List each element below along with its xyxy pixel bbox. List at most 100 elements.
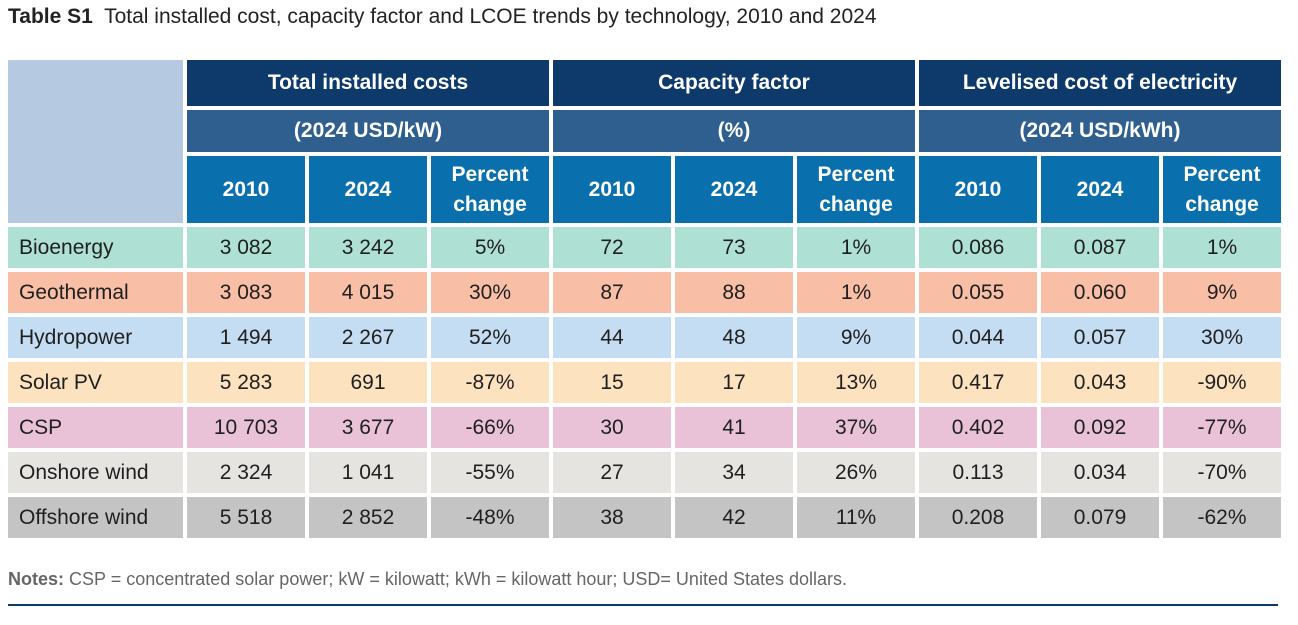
table-caption: Total installed cost, capacity factor an… <box>104 5 877 28</box>
column-header: 2024 <box>309 156 427 223</box>
technology-cell: Hydropower <box>8 317 183 358</box>
notes: Notes: CSP = concentrated solar power; k… <box>8 569 847 590</box>
value-cell: -70% <box>1163 452 1281 493</box>
value-cell: 5 518 <box>187 497 305 538</box>
value-cell: 44 <box>553 317 671 358</box>
value-cell: 48 <box>675 317 793 358</box>
value-cell: 4 015 <box>309 272 427 313</box>
notes-label: Notes: <box>8 569 65 589</box>
value-cell: -62% <box>1163 497 1281 538</box>
table-row: Hydropower 1 494 2 267 52% 44 48 9% 0.044 0.057 3… <box>8 317 1281 358</box>
column-header: Percent change <box>797 156 915 223</box>
value-cell: 3 083 <box>187 272 305 313</box>
value-cell: 17 <box>675 362 793 403</box>
technology-cell: Solar PV <box>8 362 183 403</box>
table-row: Onshore wind 2 324 1 041 -55% 27 34 26% 0.113 0.… <box>8 452 1281 493</box>
value-cell: 37% <box>797 407 915 448</box>
value-cell: 52% <box>431 317 549 358</box>
value-cell: 30% <box>431 272 549 313</box>
value-cell: 13% <box>797 362 915 403</box>
technology-cell: Bioenergy <box>8 227 183 268</box>
value-cell: 15 <box>553 362 671 403</box>
column-header: Percent change <box>431 156 549 223</box>
technology-cell: Offshore wind <box>8 497 183 538</box>
value-cell: 1 494 <box>187 317 305 358</box>
value-cell: -66% <box>431 407 549 448</box>
header-corner <box>8 60 183 223</box>
unit-header: (2024 USD/kWh) <box>919 110 1281 152</box>
value-cell: 2 852 <box>309 497 427 538</box>
value-cell: -77% <box>1163 407 1281 448</box>
value-cell: 1% <box>797 272 915 313</box>
value-cell: 0.079 <box>1041 497 1159 538</box>
group-header: Total installed costs <box>187 60 549 106</box>
value-cell: 87 <box>553 272 671 313</box>
value-cell: 1% <box>797 227 915 268</box>
value-cell: 0.057 <box>1041 317 1159 358</box>
technology-cell: Onshore wind <box>8 452 183 493</box>
table-title: Table S1 Total installed cost, capacity … <box>8 5 877 29</box>
value-cell: 38 <box>553 497 671 538</box>
value-cell: 5 283 <box>187 362 305 403</box>
value-cell: 10 703 <box>187 407 305 448</box>
notes-text: CSP = concentrated solar power; kW = kil… <box>64 569 848 589</box>
column-header: 2010 <box>919 156 1037 223</box>
value-cell: 0.113 <box>919 452 1037 493</box>
value-cell: 0.043 <box>1041 362 1159 403</box>
value-cell: 2 324 <box>187 452 305 493</box>
value-cell: 0.402 <box>919 407 1037 448</box>
column-header: 2024 <box>1041 156 1159 223</box>
value-cell: 0.086 <box>919 227 1037 268</box>
unit-header: (%) <box>553 110 915 152</box>
value-cell: 30 <box>553 407 671 448</box>
unit-header: (2024 USD/kW) <box>187 110 549 152</box>
value-cell: -87% <box>431 362 549 403</box>
group-header: Levelised cost of electricity <box>919 60 1281 106</box>
value-cell: 1 041 <box>309 452 427 493</box>
group-header: Capacity factor <box>553 60 915 106</box>
value-cell: -90% <box>1163 362 1281 403</box>
value-cell: 72 <box>553 227 671 268</box>
bottom-rule <box>8 604 1278 606</box>
value-cell: 42 <box>675 497 793 538</box>
value-cell: 11% <box>797 497 915 538</box>
value-cell: 9% <box>797 317 915 358</box>
value-cell: 41 <box>675 407 793 448</box>
value-cell: 0.034 <box>1041 452 1159 493</box>
value-cell: 1% <box>1163 227 1281 268</box>
value-cell: 2 267 <box>309 317 427 358</box>
table-row: Bioenergy 3 082 3 242 5% 72 73 1% 0.086 0.087 1% <box>8 227 1281 268</box>
value-cell: 3 677 <box>309 407 427 448</box>
column-header: 2024 <box>675 156 793 223</box>
value-cell: 0.092 <box>1041 407 1159 448</box>
value-cell: 0.208 <box>919 497 1037 538</box>
lcoe-table: Total installed costs Capacity factor Le… <box>4 56 1285 542</box>
technology-cell: Geothermal <box>8 272 183 313</box>
value-cell: 0.055 <box>919 272 1037 313</box>
value-cell: -55% <box>431 452 549 493</box>
table-row: CSP 10 703 3 677 -66% 30 41 37% 0.402 0.092 -77% <box>8 407 1281 448</box>
table-row: Offshore wind 5 518 2 852 -48% 38 42 11% 0.208 0… <box>8 497 1281 538</box>
column-header: 2010 <box>553 156 671 223</box>
value-cell: -48% <box>431 497 549 538</box>
value-cell: 0.060 <box>1041 272 1159 313</box>
column-header: Percent change <box>1163 156 1281 223</box>
column-header: 2010 <box>187 156 305 223</box>
table-row: Geothermal 3 083 4 015 30% 87 88 1% 0.055 0.060 9… <box>8 272 1281 313</box>
value-cell: 88 <box>675 272 793 313</box>
value-cell: 691 <box>309 362 427 403</box>
technology-cell: CSP <box>8 407 183 448</box>
value-cell: 3 082 <box>187 227 305 268</box>
value-cell: 0.087 <box>1041 227 1159 268</box>
value-cell: 3 242 <box>309 227 427 268</box>
table-row: Solar PV 5 283 691 -87% 15 17 13% 0.417 0.043 -90… <box>8 362 1281 403</box>
value-cell: 9% <box>1163 272 1281 313</box>
value-cell: 26% <box>797 452 915 493</box>
value-cell: 30% <box>1163 317 1281 358</box>
value-cell: 34 <box>675 452 793 493</box>
value-cell: 27 <box>553 452 671 493</box>
value-cell: 5% <box>431 227 549 268</box>
table-label: Table S1 <box>8 5 93 28</box>
value-cell: 0.044 <box>919 317 1037 358</box>
value-cell: 0.417 <box>919 362 1037 403</box>
